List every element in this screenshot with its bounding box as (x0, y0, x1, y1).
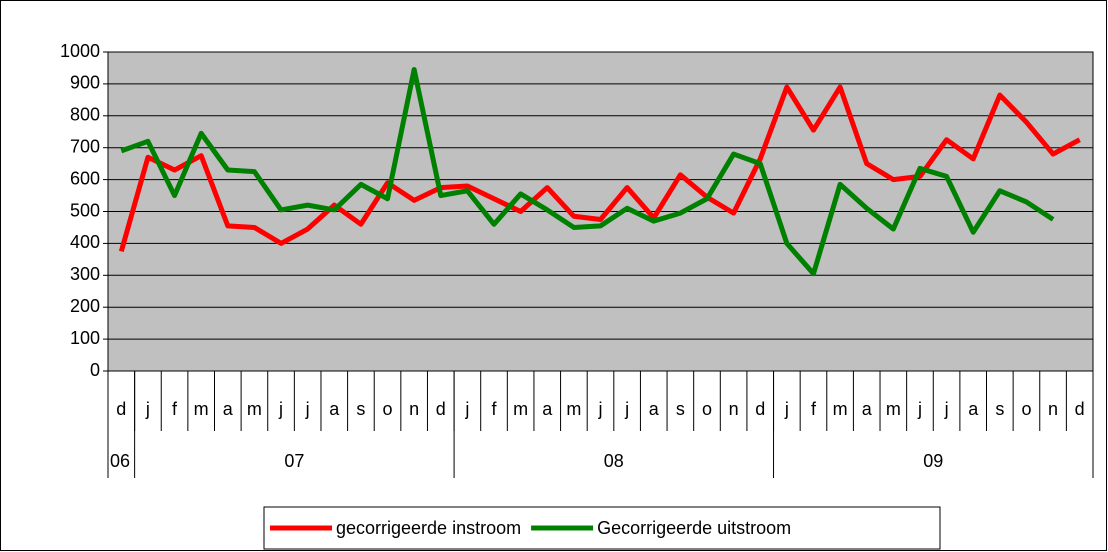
x-tick-label: o (383, 399, 393, 419)
group-label: 07 (284, 451, 304, 471)
x-tick-label: j (145, 399, 150, 419)
y-tick-label: 1000 (60, 41, 100, 61)
x-tick-label: d (436, 399, 446, 419)
x-tick-label: j (784, 399, 789, 419)
legend-box (263, 506, 941, 550)
x-tick-label: d (116, 399, 126, 419)
legend-label: Gecorrigeerde uitstroom (597, 518, 791, 538)
y-tick-label: 500 (70, 200, 100, 220)
x-tick-label: j (624, 399, 629, 419)
x-tick-label: d (755, 399, 765, 419)
x-tick-label: o (1021, 399, 1031, 419)
x-tick-label: m (566, 399, 581, 419)
x-tick-label: s (356, 399, 365, 419)
y-tick-label: 900 (70, 73, 100, 93)
x-tick-label: j (305, 399, 310, 419)
x-tick-label: a (223, 399, 234, 419)
series-line (118, 84, 1081, 253)
y-tick-label: 200 (70, 296, 100, 316)
x-tick-label: j (944, 399, 949, 419)
plot-border (107, 51, 1094, 372)
x-tick-label: j (278, 399, 283, 419)
x-tick-label: n (1048, 399, 1058, 419)
series-line (120, 67, 1055, 277)
x-tick-label: m (247, 399, 262, 419)
x-tick-label: m (194, 399, 209, 419)
x-tick-label: f (492, 399, 498, 419)
x-tick-label: j (598, 399, 603, 419)
y-tick-label: 800 (70, 105, 100, 125)
group-label: 06 (110, 451, 130, 471)
y-tick-label: 700 (70, 136, 100, 156)
x-tick-label: m (886, 399, 901, 419)
x-tick-label: d (1075, 399, 1085, 419)
x-tick-label: n (409, 399, 419, 419)
group-label: 08 (604, 451, 624, 471)
y-tick-label: 300 (70, 264, 100, 284)
x-tick-label: a (649, 399, 660, 419)
x-tick-label: a (862, 399, 873, 419)
x-tick-label: n (729, 399, 739, 419)
x-tick-label: j (917, 399, 922, 419)
group-label: 09 (923, 451, 943, 471)
x-tick-label: a (542, 399, 553, 419)
y-tick-label: 400 (70, 232, 100, 252)
x-tick-label: j (464, 399, 469, 419)
y-tick-label: 0 (90, 360, 100, 380)
x-tick-label: s (995, 399, 1004, 419)
x-tick-label: o (702, 399, 712, 419)
x-tick-label: a (968, 399, 979, 419)
legend-label: gecorrigeerde instroom (336, 518, 521, 538)
x-tick-label: m (833, 399, 848, 419)
x-tick-label: a (329, 399, 340, 419)
y-tick-label: 100 (70, 328, 100, 348)
x-tick-label: f (811, 399, 817, 419)
x-tick-label: m (513, 399, 528, 419)
y-tick-label: 600 (70, 168, 100, 188)
x-tick-label: f (172, 399, 178, 419)
x-tick-label: s (676, 399, 685, 419)
